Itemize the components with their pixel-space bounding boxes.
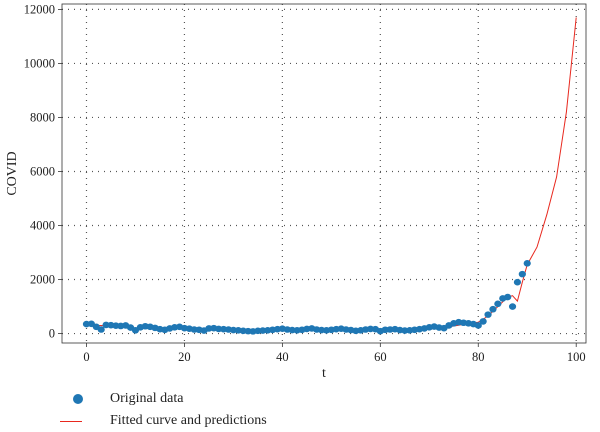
x-tick-label: 40 [276,350,289,364]
y-tick-label: 2000 [30,273,55,287]
data-point [489,305,497,313]
data-point [513,278,522,286]
y-tick-label: 6000 [30,164,55,178]
data-point [523,260,531,267]
legend-item-fitted-curve: Fitted curve and predictions [58,410,267,432]
data-point [97,326,105,333]
data-point [494,300,502,308]
plot-frame [61,3,587,344]
data-point [479,318,487,325]
original-data-layer [82,260,531,335]
fitted-curve-line [86,17,577,332]
y-axis-label: COVID [5,151,20,195]
legend: Original data Fitted curve and predictio… [58,388,267,432]
y-tick-label: 8000 [30,110,55,124]
legend-label-fitted-curve: Fitted curve and predictions [110,413,267,428]
data-point [504,293,512,301]
data-point [508,303,517,310]
grid [62,4,586,343]
x-axis-label: t [322,366,326,381]
legend-label-original-data: Original data [110,391,184,406]
x-axis-ticks: 0 20 40 60 80 100 [83,343,586,364]
x-tick-label: 60 [374,350,387,364]
data-point [518,270,526,278]
y-tick-label: 0 [49,327,55,341]
y-tick-label: 10000 [24,56,55,70]
legend-item-original-data: Original data [58,388,267,410]
x-tick-label: 20 [178,350,191,364]
scatter-marker-icon [58,392,98,406]
data-point [484,311,492,318]
x-tick-label: 80 [472,350,485,364]
y-tick-label: 4000 [30,218,55,232]
y-axis-ticks: 0 2000 4000 6000 8000 10000 12000 [24,2,62,341]
fitted-curve-layer [86,17,577,332]
x-tick-label: 100 [567,350,586,364]
y-tick-label: 12000 [24,2,55,16]
data-point [474,322,482,329]
x-tick-label: 0 [83,350,89,364]
line-marker-icon [58,414,98,428]
